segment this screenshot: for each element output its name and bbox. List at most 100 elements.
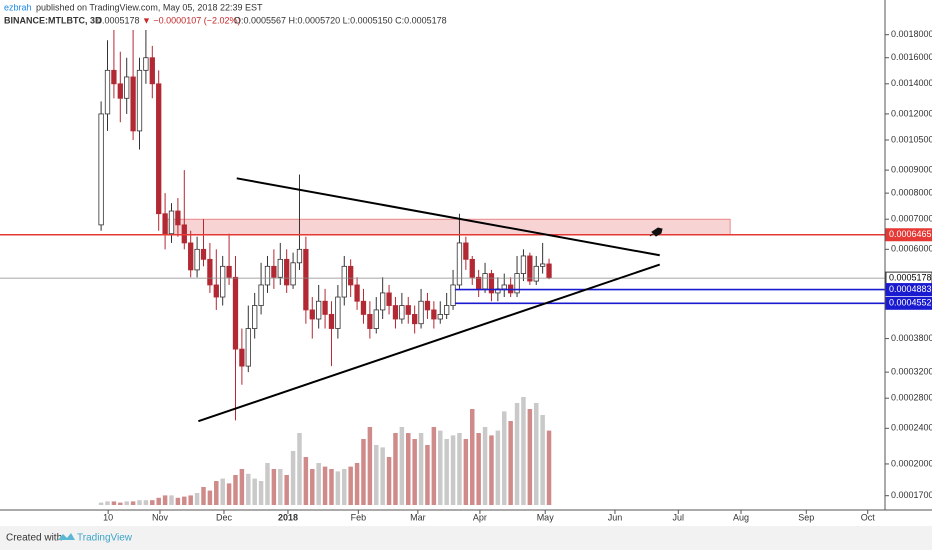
candle-body <box>252 305 258 329</box>
candle-body <box>271 265 277 278</box>
volume-bar <box>425 445 430 505</box>
y-tick-label: 0.0002800 <box>891 393 932 403</box>
volume-bar <box>118 502 123 505</box>
candle-body <box>450 284 456 306</box>
candle-body <box>392 305 399 320</box>
y-tick-label: 0.0003200 <box>891 367 932 377</box>
candle-body <box>373 309 379 329</box>
footer <box>0 526 932 550</box>
axes: 0.0018000 0.0016000 0.0014000 0.0012000 0.00… <box>103 29 932 522</box>
volume-bar <box>214 481 219 505</box>
candle-body <box>188 242 194 271</box>
x-tick-label: Oct <box>861 512 876 522</box>
volume-bar <box>521 397 526 505</box>
x-tick-label: Nov <box>152 512 169 522</box>
candle-body <box>143 57 149 71</box>
y-tick-label: 0.0012000 <box>891 108 932 118</box>
candle-body <box>482 273 488 290</box>
price-tag-label: 0.0004552 <box>889 298 932 308</box>
candle-body <box>309 309 315 320</box>
resistance-zone <box>164 218 731 236</box>
author: ezbrah <box>4 2 32 12</box>
logo-icon <box>58 533 75 540</box>
volume-bar <box>380 447 385 505</box>
y-tick-label: 0.0016000 <box>891 52 932 62</box>
volume-bar <box>470 409 475 505</box>
candle-body <box>200 248 207 260</box>
candle-body <box>232 276 239 350</box>
volume-bar <box>495 430 501 505</box>
x-tick-label: Feb <box>351 512 367 522</box>
volume-bar <box>124 501 129 505</box>
volume-bar <box>258 481 264 505</box>
candle-body <box>303 248 309 311</box>
volume-bar <box>182 496 187 505</box>
volume-bar <box>322 466 328 505</box>
volume-bar <box>169 495 174 505</box>
candle-body <box>111 69 117 85</box>
candle-body <box>162 213 168 235</box>
y-tick-label: 0.0002400 <box>891 423 932 433</box>
volume-bar <box>252 478 257 505</box>
y-tick-label: 0.0014000 <box>891 78 932 88</box>
volume-bar <box>111 501 117 505</box>
change: ▼ −0.0000107 (−2.02%) <box>142 15 240 25</box>
volume-bar <box>150 500 155 505</box>
x-tick-label: 2018 <box>278 512 298 522</box>
candle-body <box>476 276 482 290</box>
candle-body <box>175 210 181 226</box>
candle-body <box>264 265 271 286</box>
x-tick-label: Jul <box>673 512 685 522</box>
volume-bar <box>297 433 302 505</box>
x-tick-label: Aug <box>733 512 749 522</box>
volume-bar <box>316 463 321 505</box>
volume-bar <box>546 430 552 505</box>
y-tick-label: 0.0018000 <box>891 29 932 39</box>
volume-bar <box>233 475 238 505</box>
candle-body <box>444 305 450 315</box>
volume-bar <box>310 469 315 505</box>
y-tick-label: 0.0002000 <box>891 458 932 468</box>
volume-bar <box>342 469 347 505</box>
volume-bar <box>540 415 545 505</box>
volume-bar <box>431 427 437 505</box>
volume-bar <box>246 473 251 505</box>
volume-bar <box>329 469 334 505</box>
volume-bar <box>143 500 149 505</box>
candle-body <box>149 57 155 85</box>
candle-body <box>117 83 123 99</box>
price-tag <box>885 283 932 297</box>
candle-body <box>226 265 232 278</box>
candle-body <box>194 248 200 271</box>
x-tick-label: Sep <box>798 512 814 522</box>
candle-body <box>386 292 392 306</box>
volume-bar <box>239 469 245 505</box>
brand: TradingView <box>77 533 133 544</box>
volume-bar <box>175 497 181 505</box>
volume-bar <box>130 501 136 505</box>
candle-body <box>514 273 520 294</box>
volume-bar <box>201 487 206 505</box>
candle-body <box>431 309 437 320</box>
candle-body <box>104 69 111 115</box>
volume-bar <box>457 433 462 505</box>
candle-body <box>341 265 347 298</box>
volume-bar <box>412 439 417 505</box>
candle-body <box>533 265 539 282</box>
volume-bar <box>162 495 168 505</box>
candle-body <box>501 284 507 290</box>
x-tick-label: Apr <box>473 512 487 522</box>
candle-body <box>367 314 373 329</box>
candle-body <box>348 265 354 286</box>
volume-bar <box>534 403 539 505</box>
volume-bar <box>348 466 353 505</box>
volume-bar <box>335 471 341 505</box>
volume-bar <box>463 439 469 505</box>
volume-bar <box>265 463 270 505</box>
plot-area <box>0 30 885 505</box>
candle-body <box>290 262 296 286</box>
volume-bar <box>508 421 513 505</box>
trendline <box>236 177 660 257</box>
candle-body <box>463 242 469 260</box>
ohlc: O:0.0005567 H:0.0005720 L:0.0005150 C:0.… <box>234 15 447 25</box>
